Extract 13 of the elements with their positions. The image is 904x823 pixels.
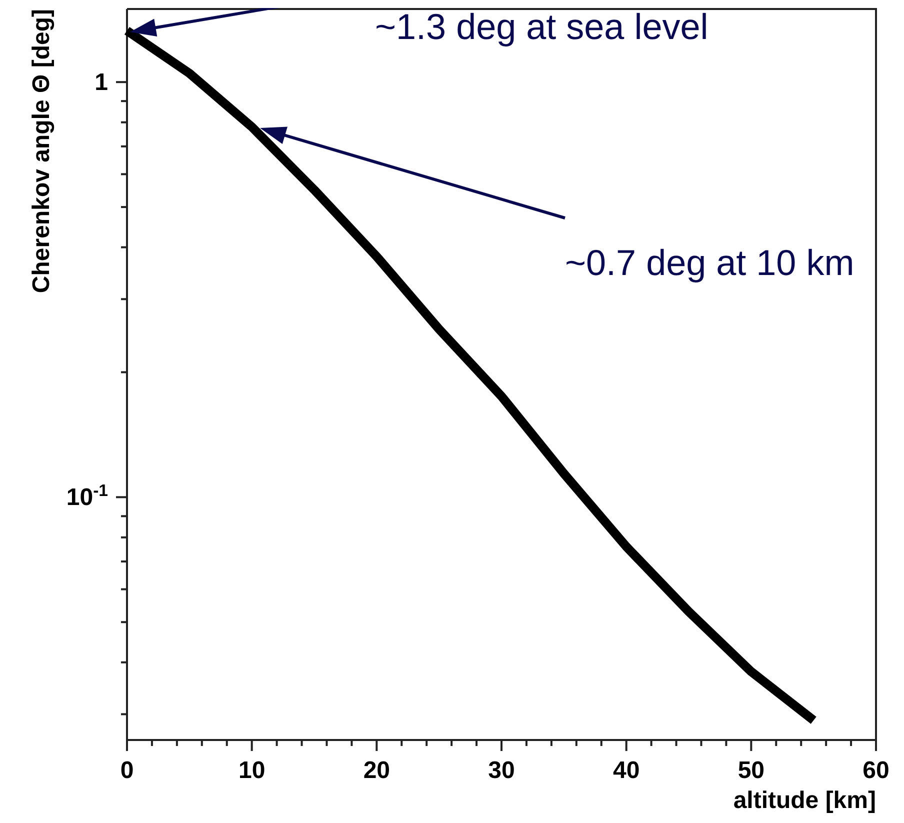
x-tick-label: 30: [488, 757, 515, 784]
y-tick-label: 1: [94, 68, 108, 96]
annotation: ~1.3 deg at sea level: [375, 6, 708, 47]
x-tick-label: 0: [120, 757, 134, 784]
x-tick-label: 40: [612, 757, 640, 784]
x-tick-label: 10: [238, 757, 266, 784]
y-tick-label: 10$^{-1}$: [66, 480, 108, 511]
x-tick-label: 20: [363, 757, 390, 784]
annotation: ~0.7 deg at 10 km: [565, 242, 854, 283]
y-axis-title: Cherenkov angle Θ [deg]: [28, 9, 55, 294]
x-tick-label: 60: [862, 757, 890, 784]
x-axis-title: altitude [km]: [733, 787, 876, 814]
x-tick-label: 50: [738, 757, 765, 784]
